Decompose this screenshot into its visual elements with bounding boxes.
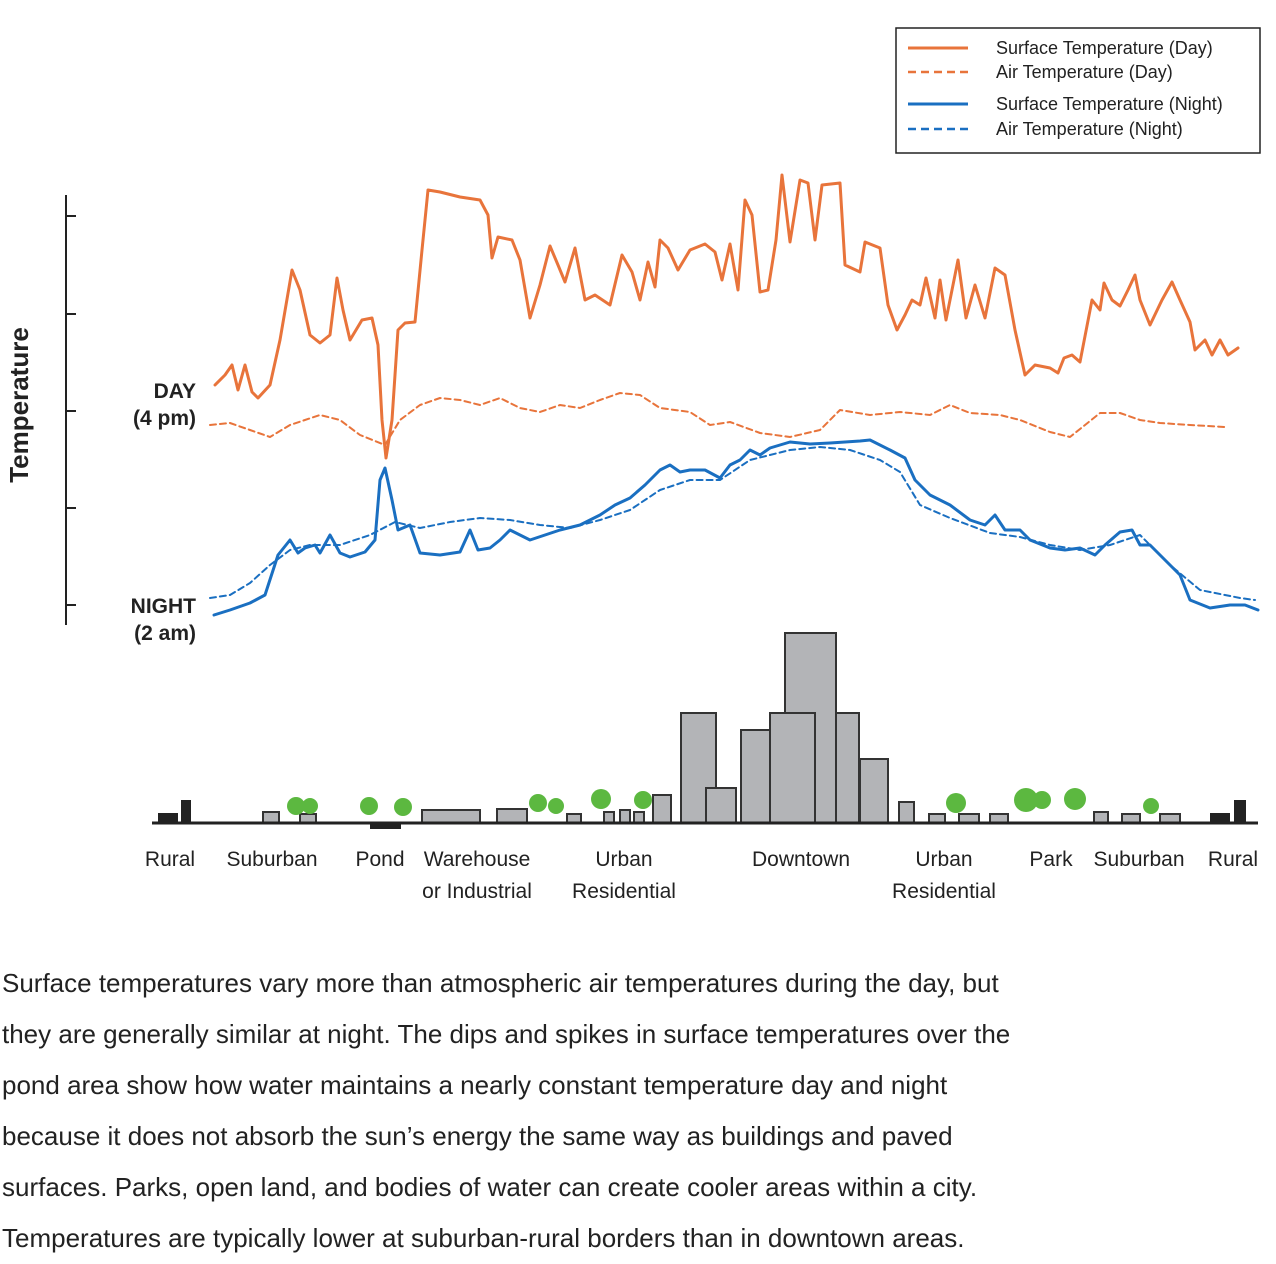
day-label: DAY (154, 380, 196, 403)
night-air-curve (209, 446, 1256, 601)
buildings (262, 632, 1181, 824)
zone-label: Warehouse (424, 848, 531, 871)
y-axis (65, 195, 76, 625)
zone-label: Residential (572, 880, 676, 903)
y-axis-label: Temperature (4, 327, 34, 483)
zone-label: Suburban (226, 848, 317, 871)
legend-label: Surface Temperature (Day) (996, 38, 1213, 58)
legend-label: Air Temperature (Night) (996, 119, 1183, 139)
zone-labels: Rural Suburban Pond Warehouse or Industrial U… (145, 848, 1258, 903)
zone-label: Urban (915, 848, 972, 871)
caption-line: because it does not absorb the sun’s ene… (2, 1121, 953, 1151)
day-surface-curve (213, 173, 1240, 460)
night-label: NIGHT (131, 595, 197, 618)
zone-label: Residential (892, 880, 996, 903)
caption-line: Temperatures are typically lower at subu… (2, 1223, 965, 1253)
night-surface-curve (212, 438, 1260, 617)
zone-label: Downtown (752, 848, 850, 871)
night-label: (2 am) (134, 622, 196, 645)
diagram: Surface Temperature (Day) Air Temperatur… (4, 27, 1261, 903)
zone-label: Rural (145, 848, 195, 871)
caption: Surface temperatures vary more than atmo… (2, 958, 1010, 1264)
day-air-curve (209, 392, 1226, 446)
zone-label: or Industrial (422, 880, 532, 903)
zone-label: Rural (1208, 848, 1258, 871)
caption-line: Surface temperatures vary more than atmo… (2, 968, 999, 998)
caption-line: pond area show how water maintains a nea… (2, 1070, 948, 1100)
zone-label: Urban (595, 848, 652, 871)
trees (287, 788, 1159, 816)
rural-houses (158, 800, 1246, 829)
legend-label: Air Temperature (Day) (996, 62, 1173, 82)
caption-line: surfaces. Parks, open land, and bodies o… (2, 1172, 978, 1202)
caption-line: they are generally similar at night. The… (2, 1019, 1011, 1049)
legend-label: Surface Temperature (Night) (996, 94, 1223, 114)
zone-label: Pond (355, 848, 404, 871)
day-label: (4 pm) (133, 407, 196, 430)
zone-label: Park (1029, 848, 1073, 871)
zone-label: Suburban (1093, 848, 1184, 871)
